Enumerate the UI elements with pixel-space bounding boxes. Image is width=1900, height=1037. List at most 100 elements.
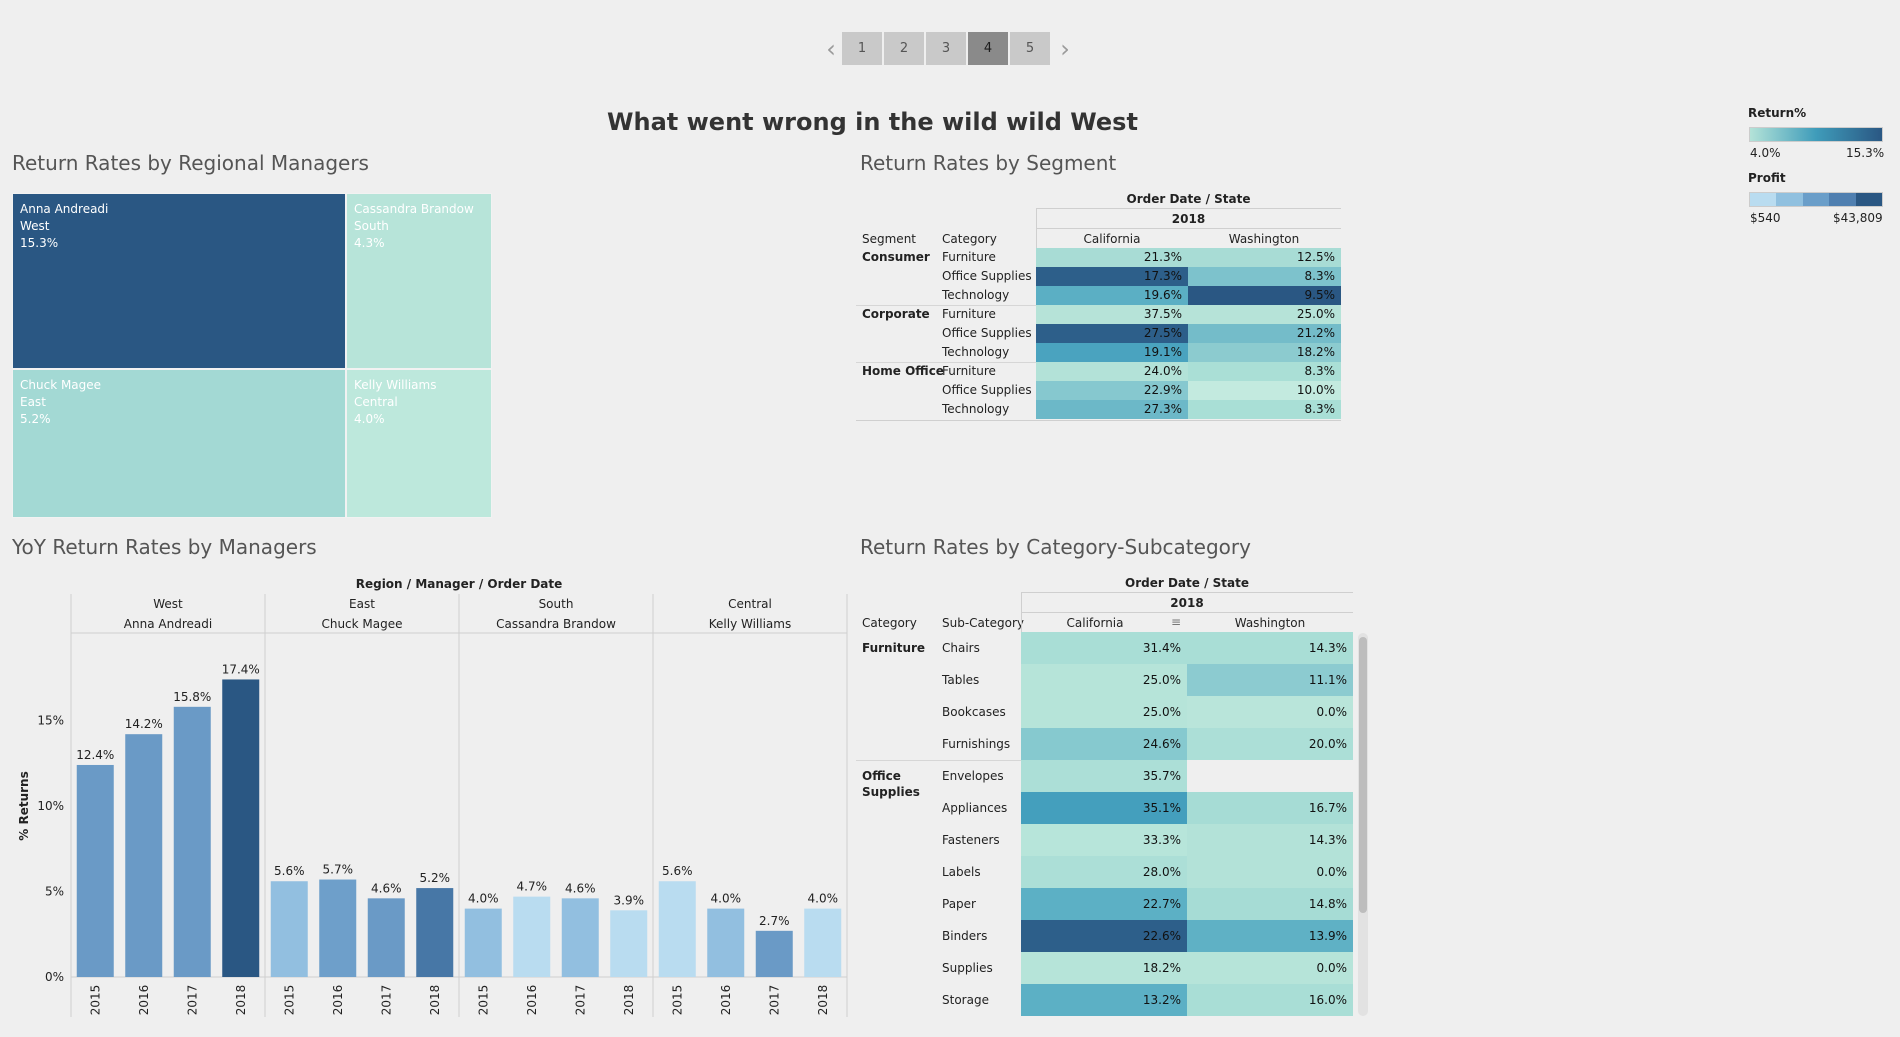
page-5-button[interactable]: 5 bbox=[1010, 32, 1050, 65]
bar bbox=[416, 888, 454, 977]
return-cell[interactable]: 35.1% bbox=[1021, 792, 1187, 824]
chart-header: Region / Manager / Order Date bbox=[356, 577, 563, 591]
return-cell[interactable]: 0.0% bbox=[1187, 856, 1353, 888]
return-cell[interactable]: 9.5% bbox=[1188, 286, 1341, 305]
return-cell[interactable]: 35.7% bbox=[1021, 760, 1187, 792]
return-legend-min: 4.0% bbox=[1750, 146, 1781, 160]
return-cell[interactable]: 24.6% bbox=[1021, 728, 1187, 760]
subcategory-label: Storage bbox=[942, 993, 989, 1007]
page-2-button[interactable]: 2 bbox=[884, 32, 924, 65]
return-cell[interactable]: 8.3% bbox=[1188, 400, 1341, 419]
return-cell[interactable]: 11.1% bbox=[1187, 664, 1353, 696]
return-cell[interactable]: 0.0% bbox=[1187, 696, 1353, 728]
return-cell[interactable]: 8.3% bbox=[1188, 267, 1341, 286]
return-cell[interactable]: 28.0% bbox=[1021, 856, 1187, 888]
segment-label: Home Office bbox=[862, 364, 944, 378]
return-cell[interactable]: 16.0% bbox=[1187, 984, 1353, 1016]
col-header-segment: Segment bbox=[862, 232, 916, 246]
region-name: West bbox=[20, 219, 50, 233]
return-rate: 4.3% bbox=[354, 236, 385, 250]
return-cell[interactable]: 0.0% bbox=[1187, 952, 1353, 984]
dashboard-title: What went wrong in the wild wild West bbox=[607, 108, 1138, 136]
category-label: Office Supplies bbox=[942, 269, 1032, 283]
return-cell[interactable] bbox=[1187, 760, 1353, 792]
return-cell[interactable]: 21.2% bbox=[1188, 324, 1341, 343]
col-header-category: Category bbox=[862, 616, 917, 630]
return-cell[interactable]: 16.7% bbox=[1187, 792, 1353, 824]
page-3-button[interactable]: 3 bbox=[926, 32, 966, 65]
subcategory-label: Tables bbox=[942, 673, 980, 687]
return-cell[interactable]: 22.6% bbox=[1021, 920, 1187, 952]
return-cell[interactable]: 25.0% bbox=[1188, 305, 1341, 324]
region-label: South bbox=[539, 597, 574, 611]
return-cell[interactable]: 25.0% bbox=[1021, 696, 1187, 728]
subcategory-crosstab: Order Date / State 2018 Category Sub-Catego… bbox=[856, 572, 1353, 1017]
bar-value-label: 5.7% bbox=[323, 863, 354, 877]
return-cell[interactable]: 12.5% bbox=[1188, 248, 1341, 267]
subcategory-label: Fasteners bbox=[942, 833, 1000, 847]
return-cell[interactable]: 19.1% bbox=[1036, 343, 1188, 362]
return-cell[interactable]: 14.3% bbox=[1187, 824, 1353, 856]
x-tick-year: 2015 bbox=[476, 985, 490, 1016]
profit-step bbox=[1829, 193, 1856, 206]
profit-step bbox=[1750, 193, 1777, 206]
y-tick-label: 15% bbox=[37, 714, 64, 728]
return-cell[interactable]: 14.8% bbox=[1187, 888, 1353, 920]
return-cell[interactable]: 13.2% bbox=[1021, 984, 1187, 1016]
return-cell[interactable]: 31.4% bbox=[1021, 632, 1187, 664]
region-name: Central bbox=[354, 395, 398, 409]
return-cell[interactable]: 20.0% bbox=[1187, 728, 1353, 760]
bar bbox=[755, 930, 793, 977]
treemap-cell-west[interactable]: Anna Andreadi West 15.3% bbox=[12, 193, 346, 369]
return-cell[interactable]: 33.3% bbox=[1021, 824, 1187, 856]
return-rate: 15.3% bbox=[20, 236, 59, 250]
bar-value-label: 5.6% bbox=[662, 864, 693, 878]
return-cell[interactable]: 22.7% bbox=[1021, 888, 1187, 920]
sort-descending-icon[interactable]: ≡ bbox=[1171, 615, 1182, 629]
bar-value-label: 15.8% bbox=[173, 690, 211, 704]
x-tick-year: 2015 bbox=[282, 985, 296, 1016]
return-cell[interactable]: 37.5% bbox=[1036, 305, 1188, 324]
return-cell[interactable]: 14.3% bbox=[1187, 632, 1353, 664]
subcategory-scroll-thumb[interactable] bbox=[1359, 637, 1367, 913]
bar bbox=[319, 879, 357, 977]
treemap-cell-east[interactable]: Chuck Magee East 5.2% bbox=[12, 369, 346, 518]
table-header-orderdate-state: Order Date / State bbox=[1125, 576, 1249, 590]
return-cell[interactable]: 18.2% bbox=[1188, 343, 1341, 362]
return-rate: 5.2% bbox=[20, 412, 51, 426]
page-1-button[interactable]: 1 bbox=[842, 32, 882, 65]
subcategory-label: Paper bbox=[942, 897, 976, 911]
chevron-right-icon[interactable]: › bbox=[1060, 34, 1070, 63]
return-cell[interactable]: 27.3% bbox=[1036, 400, 1188, 419]
col-header-subcategory: Sub-Category bbox=[942, 616, 1024, 630]
return-cell[interactable]: 27.5% bbox=[1036, 324, 1188, 343]
return-cell[interactable]: 21.3% bbox=[1036, 248, 1188, 267]
yoy-bar-chart: Region / Manager / Order Date % Returns 0%… bbox=[17, 577, 848, 1017]
profit-color-steps bbox=[1749, 192, 1883, 207]
return-cell[interactable]: 19.6% bbox=[1036, 286, 1188, 305]
return-cell[interactable]: 25.0% bbox=[1021, 664, 1187, 696]
return-cell[interactable]: 13.9% bbox=[1187, 920, 1353, 952]
return-cell[interactable]: 10.0% bbox=[1188, 381, 1341, 400]
x-tick-year: 2015 bbox=[670, 985, 684, 1016]
profit-step bbox=[1802, 193, 1830, 206]
bar bbox=[610, 910, 648, 977]
treemap-cell-central[interactable]: Kelly Williams Central 4.0% bbox=[346, 369, 492, 518]
return-cell[interactable]: 22.9% bbox=[1036, 381, 1188, 400]
bar-value-label: 4.6% bbox=[565, 881, 596, 895]
subcategory-label: Binders bbox=[942, 929, 988, 943]
x-tick-year: 2017 bbox=[185, 985, 199, 1016]
treemap-cell-south[interactable]: Cassandra Brandow South 4.3% bbox=[346, 193, 492, 369]
return-cell[interactable]: 18.2% bbox=[1021, 952, 1187, 984]
return-cell[interactable]: 8.3% bbox=[1188, 362, 1341, 381]
chevron-left-icon[interactable]: ‹ bbox=[826, 34, 836, 63]
return-cell[interactable]: 17.3% bbox=[1036, 267, 1188, 286]
page-4-button[interactable]: 4 bbox=[968, 32, 1008, 65]
header-divider bbox=[1036, 228, 1341, 229]
return-cell[interactable]: 24.0% bbox=[1036, 362, 1188, 381]
category-label: Technology bbox=[942, 402, 1010, 416]
segment-crosstab: Order Date / State 2018 Segment Category Cal… bbox=[856, 188, 1341, 422]
bar-value-label: 17.4% bbox=[222, 662, 260, 676]
bar-value-label: 5.6% bbox=[274, 864, 305, 878]
